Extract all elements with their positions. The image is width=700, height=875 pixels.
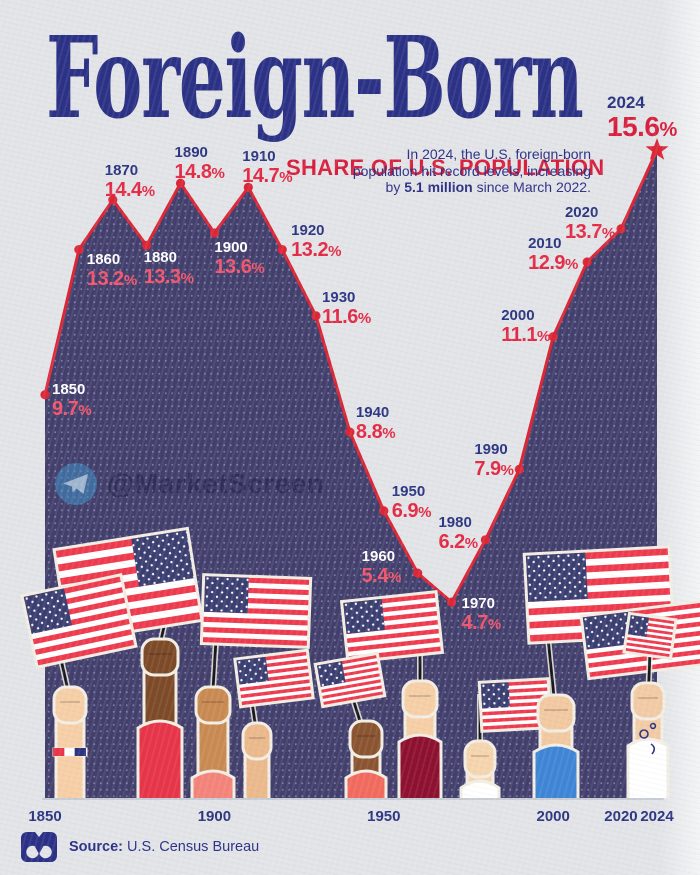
data-point-dot: [209, 228, 219, 238]
x-axis-tick: 2020: [604, 808, 638, 825]
annotation-text: In 2024, the U.S. foreign-born populatio…: [261, 146, 591, 196]
page-title: Foreign-Born: [46, 13, 584, 144]
annotation-line: by 5.1 million since March 2022.: [385, 179, 591, 195]
data-point-dot: [108, 195, 118, 205]
source-text: Source: U.S. Census Bureau: [69, 839, 260, 855]
data-point-dot: [142, 240, 152, 250]
x-axis-tick: 1900: [197, 808, 232, 825]
data-point-dot: [277, 245, 287, 255]
data-point-dot: [40, 390, 50, 400]
x-axis-line: [42, 798, 664, 800]
data-point-dot: [74, 245, 84, 255]
data-point-dot: [616, 224, 626, 234]
data-point-dot: [379, 506, 389, 516]
data-point-dot: [345, 427, 355, 437]
x-axis-tick: 2024: [640, 808, 674, 825]
subtitle: SHARE OF U.S. POPULATION: [286, 155, 605, 180]
data-point-dot: [447, 597, 457, 607]
data-point-dot: [514, 464, 524, 474]
data-point-dot: [243, 182, 253, 192]
data-point-dot: [582, 257, 592, 267]
annotation-line: population hit record levels, increasing: [352, 162, 591, 179]
source-row: Source: U.S. Census Bureau: [20, 830, 259, 864]
data-point-dot: [548, 332, 558, 342]
data-point-dot: [311, 311, 321, 321]
watermark: @MarketScreen: [54, 462, 324, 506]
data-point-dot: [480, 535, 490, 545]
telegram-icon: [55, 463, 97, 505]
x-axis-tick: 1950: [367, 808, 401, 825]
x-axis-tick: 1850: [28, 808, 62, 825]
page-margin-texture: [660, 0, 700, 875]
data-point-dot: [413, 568, 423, 578]
annotation-line: In 2024, the U.S. foreign-born: [406, 146, 591, 162]
watermark-handle: @MarketScreen: [107, 468, 325, 499]
x-axis-tick: 2000: [536, 808, 570, 825]
data-point-dot: [175, 178, 186, 188]
publisher-logo-icon: [21, 832, 57, 862]
record-star-marker: [645, 138, 669, 160]
